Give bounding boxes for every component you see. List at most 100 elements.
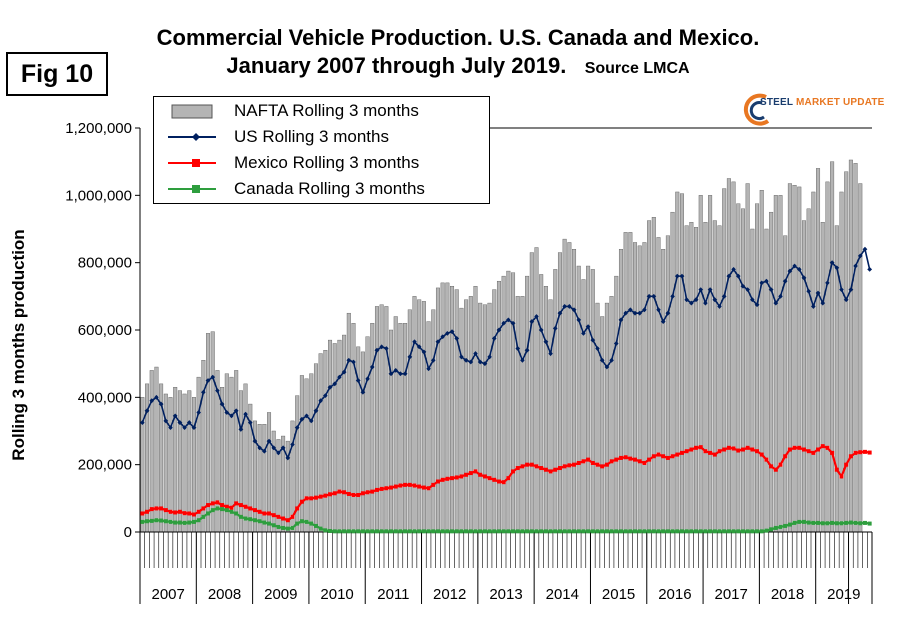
mexico-point <box>525 462 530 467</box>
mexico-point <box>717 449 722 454</box>
canada-point <box>656 529 661 534</box>
us-point <box>454 336 460 341</box>
mexico-point <box>459 474 464 479</box>
canada-point <box>318 526 323 531</box>
nafta-bar <box>313 363 318 533</box>
mexico-point <box>342 490 347 495</box>
mexico-point <box>801 447 806 452</box>
mexico-point <box>825 445 830 450</box>
canada-point <box>468 529 473 534</box>
canada-point <box>520 529 525 534</box>
us-point <box>440 334 446 340</box>
mexico-point <box>586 457 591 462</box>
us-point <box>501 320 507 326</box>
us-point <box>707 287 713 292</box>
us-point <box>566 304 572 309</box>
canada-point <box>459 529 464 534</box>
nafta-bar <box>515 296 520 533</box>
mexico-point <box>159 506 164 511</box>
us-point <box>534 314 539 319</box>
canada-point <box>496 529 501 534</box>
mexico-point <box>647 457 652 462</box>
us-point <box>430 357 436 363</box>
mexico-point <box>520 464 525 469</box>
mexico-point <box>445 476 450 481</box>
y-tick-label: 1,200,000 <box>65 120 132 137</box>
us-point <box>487 354 492 360</box>
steel-market-update-logo: STEEL MARKET UPDATE <box>742 93 885 127</box>
us-point <box>266 438 272 444</box>
us-point <box>177 420 183 425</box>
legend-swatch-nafta <box>171 104 213 119</box>
canada-point <box>604 529 609 534</box>
canada-point <box>435 529 440 534</box>
mexico-point <box>337 489 342 494</box>
nafta-bar <box>370 323 375 533</box>
mexico-point <box>792 445 797 450</box>
canada-point <box>792 520 797 525</box>
nafta-bar <box>717 225 722 533</box>
us-point <box>233 408 239 414</box>
mexico-point <box>726 445 731 450</box>
nafta-bar <box>191 397 196 533</box>
canada-point <box>177 520 182 525</box>
us-point <box>712 297 718 303</box>
figure-label: Fig 10 <box>6 52 108 96</box>
mexico-point <box>267 511 272 516</box>
canada-point <box>539 529 544 534</box>
nafta-bar <box>694 227 699 533</box>
canada-point <box>487 529 492 534</box>
canada-point <box>431 529 436 534</box>
canada-point <box>778 524 783 529</box>
canada-point <box>525 529 530 534</box>
canada-point <box>295 521 300 526</box>
nafta-bar <box>365 336 370 533</box>
us-point <box>463 357 469 363</box>
mexico-point <box>853 450 858 455</box>
mexico-point <box>182 511 187 516</box>
mexico-point <box>633 457 638 462</box>
mexico-point <box>834 467 839 472</box>
mexico-point <box>501 480 506 485</box>
y-tick-label: 1,000,000 <box>65 187 132 204</box>
mexico-point <box>398 483 403 488</box>
nafta-bar <box>440 282 445 533</box>
canada-point <box>736 529 741 534</box>
us-point <box>276 450 281 456</box>
canada-point <box>482 529 487 534</box>
nafta-bar <box>806 208 811 533</box>
nafta-bar <box>384 306 389 533</box>
us-point <box>815 290 821 296</box>
us-point <box>524 347 530 353</box>
mexico-point <box>811 450 816 455</box>
logo-swoosh-icon <box>743 93 770 126</box>
nafta-bar <box>553 269 558 533</box>
canada-point <box>787 522 792 527</box>
mexico-point <box>285 518 290 523</box>
us-point <box>679 273 685 279</box>
nafta-bar <box>600 316 605 533</box>
mexico-point <box>740 447 745 452</box>
nafta-bar <box>435 287 440 533</box>
us-point <box>294 425 300 431</box>
us-point <box>538 327 544 333</box>
mexico-point <box>464 472 469 477</box>
nafta-bar <box>797 186 802 533</box>
canada-point <box>858 521 863 526</box>
us-point <box>491 336 497 341</box>
us-point <box>299 416 305 422</box>
canada-point <box>661 529 666 534</box>
mexico-point <box>797 445 802 450</box>
us-point <box>158 401 164 407</box>
mexico-point <box>393 484 398 489</box>
canada-point <box>421 529 426 534</box>
nafta-bar <box>318 353 323 533</box>
nafta-bar <box>792 185 797 533</box>
logo-text-market-update: MARKET UPDATE <box>796 97 885 108</box>
us-point <box>571 307 577 313</box>
us-point <box>379 344 385 350</box>
us-point <box>745 287 751 292</box>
canada-point <box>196 518 201 523</box>
mexico-point <box>539 466 544 471</box>
us-point <box>398 371 403 377</box>
